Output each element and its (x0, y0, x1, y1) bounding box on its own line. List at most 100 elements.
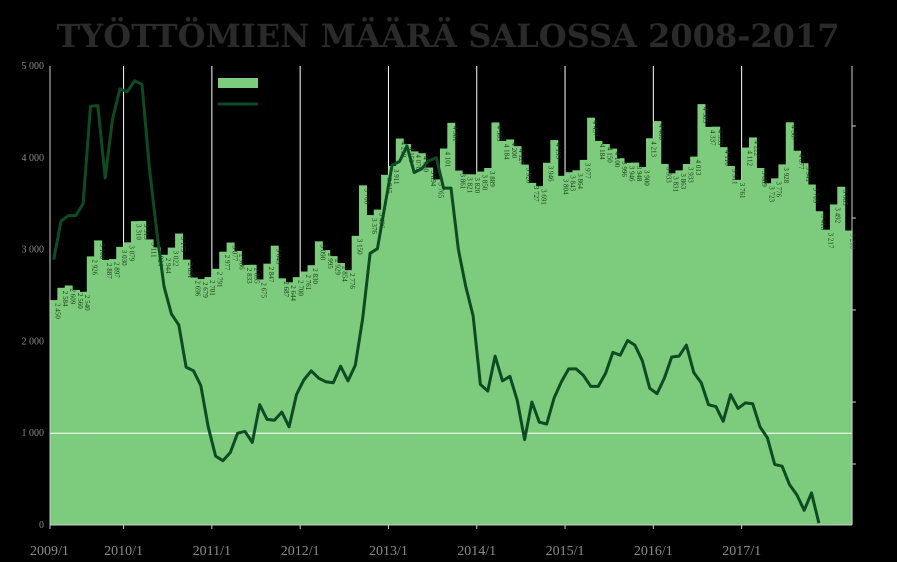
bar (79, 291, 88, 525)
bar-data-label: 2 701 (208, 280, 216, 296)
bar-data-label: 3 043 (274, 249, 282, 265)
bar (167, 247, 176, 526)
bar-data-label: 2 540 (83, 295, 91, 311)
bar (219, 251, 228, 525)
bar (108, 259, 117, 525)
bar (719, 147, 728, 526)
bar (116, 246, 125, 525)
bar (86, 256, 95, 525)
bar-data-label: 2 687 (282, 281, 290, 297)
bar (57, 287, 66, 525)
bar (278, 278, 287, 525)
bar (307, 265, 316, 525)
bar-data-label: 2 891 (186, 263, 194, 279)
bar (248, 264, 257, 525)
bar (513, 146, 522, 525)
bar (145, 239, 154, 525)
bar (498, 140, 507, 525)
bar-data-label: 2 887 (105, 263, 113, 279)
bar-data-label: 3 996 (620, 161, 628, 177)
bar (741, 147, 750, 525)
bar-data-label: 3 911 (731, 169, 739, 185)
bar-data-label: 3 709 (812, 188, 820, 204)
bar (601, 144, 610, 525)
bar (535, 186, 544, 525)
bar-data-label: 3 100 (98, 243, 106, 259)
bar-data-label: 3 911 (392, 169, 400, 185)
bar (837, 186, 846, 526)
bar-data-label: 4 213 (650, 141, 658, 157)
legend-bar-swatch (218, 78, 258, 88)
bar (829, 204, 838, 526)
y-tick-label: 2 000 (22, 336, 45, 347)
bar-series (50, 104, 853, 526)
bar (763, 183, 772, 525)
bar-data-label: 3 418 (819, 214, 827, 230)
bar (734, 179, 743, 525)
bar (844, 230, 853, 525)
bar-data-label: 2 854 (341, 266, 349, 282)
bar (233, 250, 242, 525)
bar-data-label: 2 560 (76, 293, 84, 309)
chart-title: TYÖTTÖMIEN MÄÄRÄ SALOSSA 2008-2017 (57, 16, 840, 55)
bar (153, 247, 161, 526)
bar (484, 167, 493, 525)
bar (520, 164, 529, 525)
bar-data-label: 3 765 (436, 182, 444, 198)
y-tick-label: 3 000 (22, 245, 45, 256)
bar (550, 140, 559, 526)
bar-data-label: 3 691 (539, 189, 547, 205)
bar (175, 233, 184, 525)
bar-data-label: 2 675 (260, 282, 268, 298)
bar (403, 144, 412, 525)
bar (697, 104, 706, 526)
bar (50, 300, 58, 525)
x-tick-label: 2015/1 (546, 544, 585, 559)
bar (138, 220, 147, 526)
bar-data-label: 2 995 (326, 253, 334, 269)
bar-data-label: 4 585 (701, 107, 709, 123)
bar-data-label: 3 948 (635, 166, 643, 182)
x-tick-label: 2016/1 (634, 544, 673, 559)
bar-data-label: 2 761 (304, 275, 312, 291)
bar-data-label: 3 977 (583, 163, 591, 179)
bar-data-label: 4 222 (753, 140, 761, 156)
y-tick-label: 0 (39, 520, 44, 531)
bar (270, 245, 279, 526)
bar (771, 178, 780, 525)
bar-data-label: 3 310 (135, 224, 143, 240)
bar-data-label: 4 387 (789, 125, 797, 141)
bar-data-label: 3 492 (834, 207, 842, 223)
bar (704, 126, 713, 525)
bar (491, 122, 500, 525)
bar (373, 209, 382, 525)
bar (182, 259, 191, 525)
bar (756, 167, 765, 525)
bar-data-label: 2 450 (54, 303, 62, 319)
bar-data-label: 3 030 (120, 250, 128, 266)
bar (447, 122, 456, 525)
bar-data-label: 3 843 (569, 175, 577, 191)
bar-data-label: 4 381 (451, 126, 459, 142)
bar-data-label: 2 776 (348, 273, 356, 289)
x-tick-label: 2010/1 (104, 544, 143, 559)
bar-data-label: 4 150 (606, 147, 614, 163)
bar (439, 148, 448, 525)
x-tick-label: 2014/1 (457, 544, 496, 559)
bar (263, 263, 272, 525)
bar (160, 254, 169, 526)
bar (417, 153, 426, 525)
bar (300, 271, 309, 525)
bar (469, 174, 478, 525)
bar (565, 172, 574, 526)
bar-data-label: 4 200 (510, 142, 518, 158)
bar-data-label: 3 727 (532, 186, 540, 202)
bar-data-label: 3 821 (466, 177, 474, 193)
bar-data-label: 3 933 (664, 167, 672, 183)
bar-data-label: 2 944 (164, 258, 172, 274)
bar-data-label: 3 150 (355, 239, 363, 255)
bar-data-label: 4 400 (657, 124, 665, 140)
bar (432, 179, 441, 526)
bar (638, 166, 647, 526)
bar (322, 250, 331, 525)
